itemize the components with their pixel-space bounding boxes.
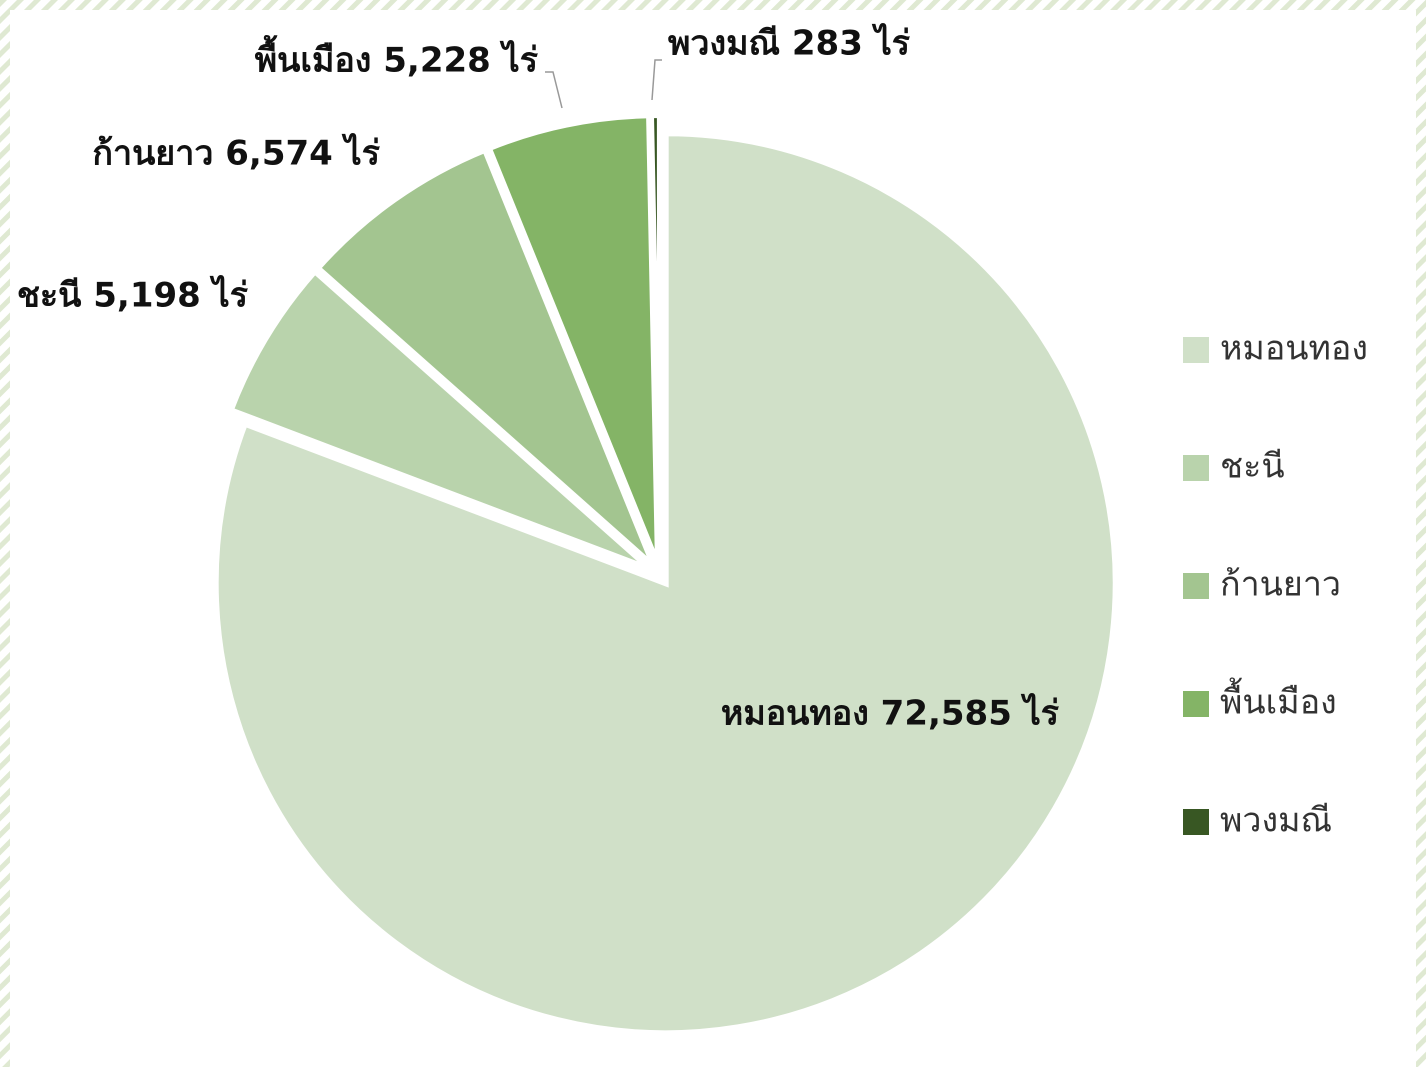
leader-line [651,59,662,101]
legend-label: พวงมณี [1220,801,1332,841]
legend-swatch [1183,809,1209,835]
data-label: ก้านยาว 6,574 ไร่ [92,133,380,174]
pie-slice [647,111,663,566]
legend-label: หมอนทอง [1220,329,1368,369]
legend-swatch [1183,337,1209,363]
data-label: หมอนทอง 72,585 ไร่ [721,693,1060,734]
legend-label: ชะนี [1220,447,1285,487]
data-label: พวงมณี 283 ไร่ [668,23,911,64]
leader-line [545,71,563,109]
pie-slice [212,130,1119,1037]
pie-slice [226,266,654,573]
legend-swatch [1183,455,1209,481]
pie-slice [484,112,661,567]
data-label: พื้นเมือง 5,228 ไร่ [255,35,539,81]
legend-label: พื้นเมือง [1220,678,1337,723]
pie: หมอนทอง 72,585 ไร่ ชะนี 5,198 ไร่ ก้านยาว … [17,23,1119,1037]
legend-swatch [1183,573,1209,599]
pie-slice [313,145,658,570]
legend-label: ก้านยาว [1220,565,1341,605]
data-label: ชะนี 5,198 ไร่ [17,275,249,316]
legend-swatch [1183,691,1209,717]
